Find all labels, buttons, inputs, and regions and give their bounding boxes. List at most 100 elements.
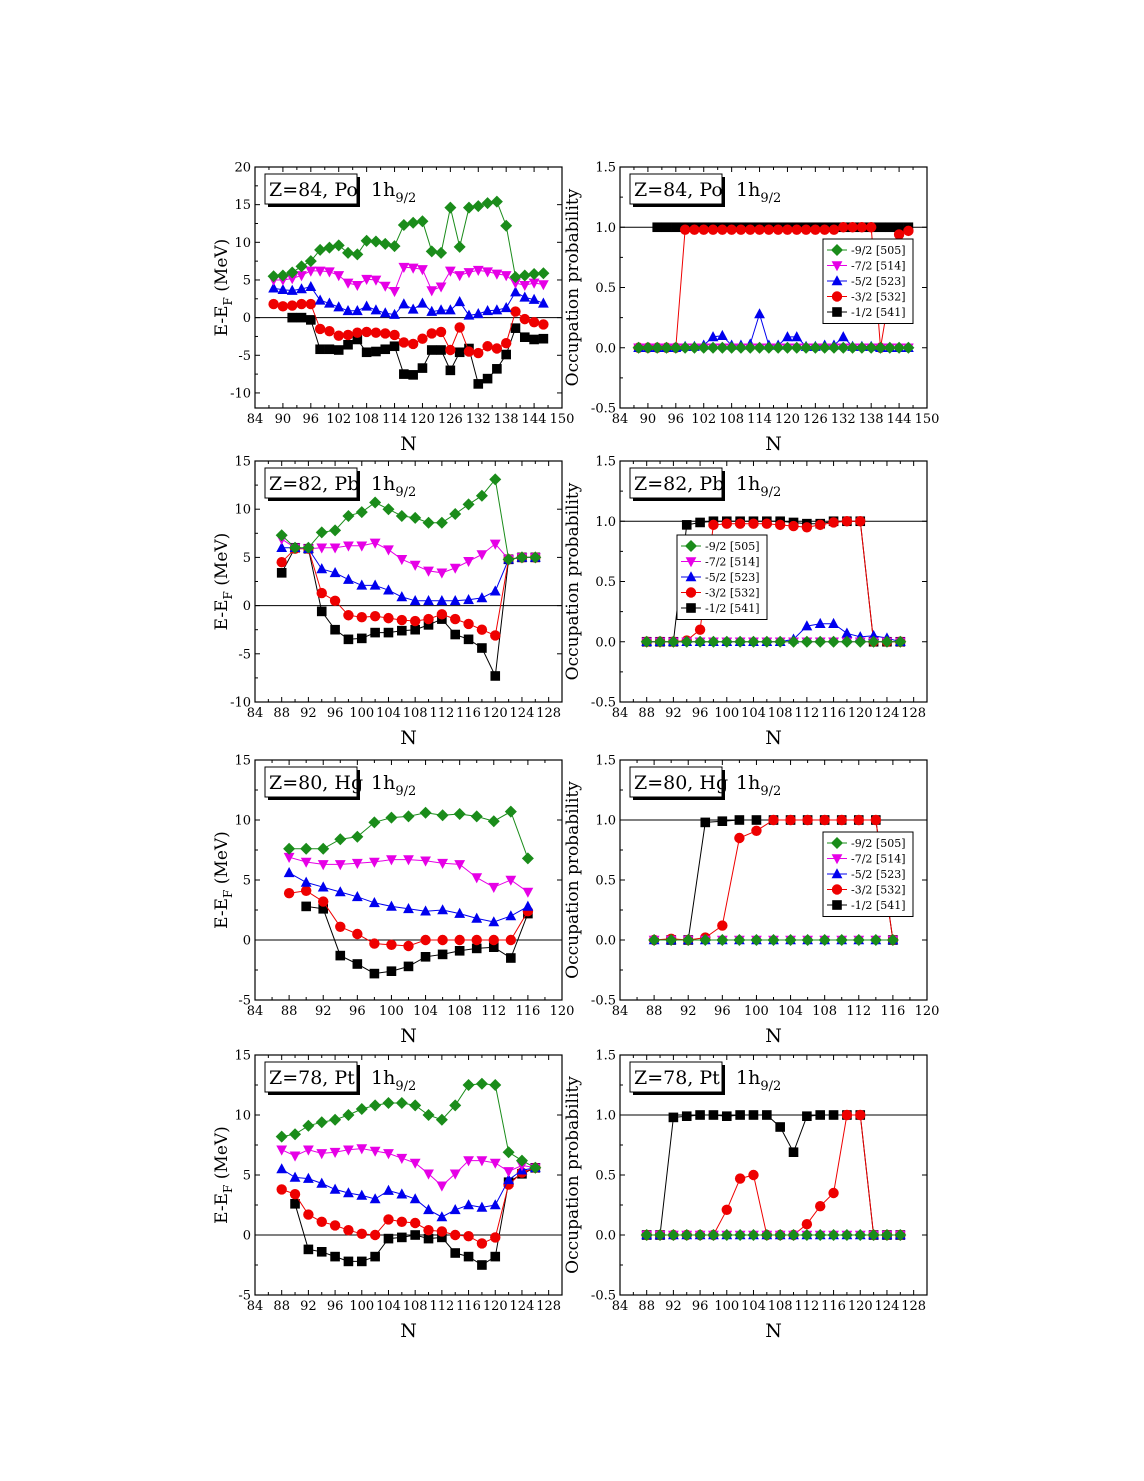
y-tick-label: 1.5 [595,754,616,769]
data-point [762,1110,772,1120]
legend-label: -5/2 [523] [705,571,760,584]
data-point [477,1260,487,1270]
data-point [788,1147,799,1157]
y-tick-label: 0 [243,311,251,326]
data-point [335,950,346,961]
data-point [342,246,355,259]
data-point [884,222,895,233]
data-point [518,269,531,282]
x-tick-label: 90 [640,412,657,427]
orbital-label: 1h9/2 [371,772,416,799]
data-point [423,613,434,625]
data-point [283,867,295,878]
x-tick-label: 84 [247,1004,264,1019]
data-point [330,624,340,635]
x-tick-label: 88 [273,1299,290,1314]
y-axis-label-unit: (MeV) [212,533,232,591]
orbital-label-main: 1h [736,772,760,794]
data-point [748,1110,759,1120]
data-point [333,301,345,312]
data-point [828,1187,839,1199]
data-point [343,1225,354,1236]
x-axis-label: N [400,1025,417,1047]
data-point [361,300,373,311]
x-tick-label: 104 [778,1004,803,1019]
panel-label-box [264,467,358,499]
data-point [462,498,475,511]
data-point [329,524,342,537]
data-point [640,635,653,648]
legend-marker [685,540,697,552]
data-point [417,363,428,373]
data-point [329,595,341,606]
x-tick-label: 92 [300,706,317,721]
data-point [519,313,530,325]
data-point [847,222,858,233]
data-point [352,959,363,969]
data-point [482,341,493,352]
data-point [369,235,382,248]
data-point [395,509,408,522]
panel-label: Z=84, Po [269,179,358,201]
data-point [893,229,905,240]
data-point [290,1199,300,1209]
data-point [385,811,398,824]
y-tick-label: -0.5 [591,696,616,711]
data-point [409,1099,422,1112]
data-point [661,222,672,233]
data-point [734,832,745,844]
data-point [707,635,720,648]
orbital-label: 1h9/2 [736,179,781,206]
data-point [470,810,483,823]
data-point [435,516,448,529]
data-point [819,224,830,235]
data-point [410,1230,420,1240]
data-point [343,573,354,584]
x-tick-label: 84 [247,1299,264,1314]
x-tick-label: 92 [665,706,682,721]
panel-label-box [629,467,723,499]
x-tick-label: 150 [550,412,575,427]
data-point [810,224,821,235]
x-tick-label: 124 [875,706,900,721]
data-point [475,489,488,502]
data-point [753,341,766,354]
x-tick-label: 100 [714,1299,739,1314]
orbital-label-sub: 9/2 [395,485,416,500]
data-point [351,830,364,843]
legend-label: -3/2 [532] [851,291,906,304]
data-point [454,934,465,946]
data-point [734,1229,747,1241]
data-point [305,298,317,310]
data-point [453,240,466,253]
data-point [903,225,914,237]
data-point [302,1119,315,1132]
data-point [370,327,382,338]
data-point [488,934,499,946]
data-point [296,298,307,310]
x-tick-label: 108 [768,1299,793,1314]
x-tick-label: 128 [536,1299,561,1314]
data-point [407,303,419,314]
data-point [680,1229,693,1241]
data-point [436,1226,448,1237]
data-point [489,1199,501,1210]
data-point [472,265,484,276]
data-point [855,1109,866,1121]
data-point [853,814,864,826]
data-point [827,635,840,648]
x-tick-label: 96 [714,1004,731,1019]
data-point [689,224,700,235]
data-point [302,1172,314,1183]
data-point [407,263,419,274]
data-point [870,814,882,826]
data-point [342,329,354,341]
data-point [361,347,372,358]
data-point [828,517,839,528]
series-line [281,1167,536,1218]
data-point [314,266,326,277]
data-point [491,269,503,280]
y-tick-label: 1.0 [595,515,616,530]
y-tick-label: -5 [238,1289,251,1304]
y-tick-label: 5 [243,1169,251,1184]
